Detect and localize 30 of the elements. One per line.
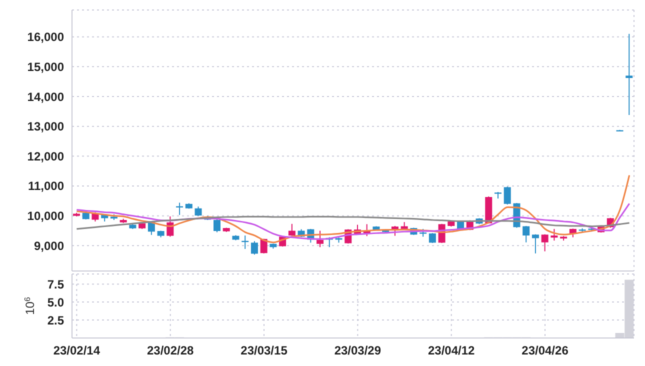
- candlestick: [550, 228, 558, 242]
- candlestick: [194, 206, 202, 216]
- y-tick-label: 10,000: [27, 209, 64, 224]
- y-tick-label: 16,000: [27, 30, 64, 44]
- candlestick: [626, 33, 633, 116]
- x-tick-label: 23/02/14: [53, 344, 100, 358]
- y-tick-label: 5.0: [47, 295, 64, 310]
- candlestick: [504, 186, 511, 205]
- x-tick-label: 23/03/15: [240, 344, 288, 358]
- y-tick-label: 13,000: [27, 120, 64, 134]
- candlestick: [288, 223, 296, 236]
- candlestick: [250, 240, 258, 256]
- candlestick: [522, 225, 530, 243]
- y-tick-label: 14,000: [27, 90, 64, 104]
- y-tick-label: 12,000: [27, 149, 64, 164]
- y-tick-label: 9,000: [34, 238, 64, 253]
- x-tick-label: 23/04/26: [522, 344, 569, 358]
- candlestick: [541, 234, 548, 252]
- x-tick-label: 23/03/29: [334, 344, 382, 358]
- y-tick-label: 15,000: [27, 60, 64, 74]
- candlestick: [316, 230, 324, 248]
- x-tick-label: 23/02/28: [146, 344, 194, 358]
- x-tick-label: 23/04/12: [428, 344, 476, 358]
- y-tick-label: 7.5: [47, 277, 64, 292]
- line-series: [76, 174, 630, 244]
- y-tick-label: 11,000: [28, 179, 64, 194]
- y-tick-label: 2.5: [47, 313, 64, 328]
- candlestick: [532, 234, 539, 254]
- candlestick: [214, 218, 220, 233]
- candlestick: [428, 232, 436, 244]
